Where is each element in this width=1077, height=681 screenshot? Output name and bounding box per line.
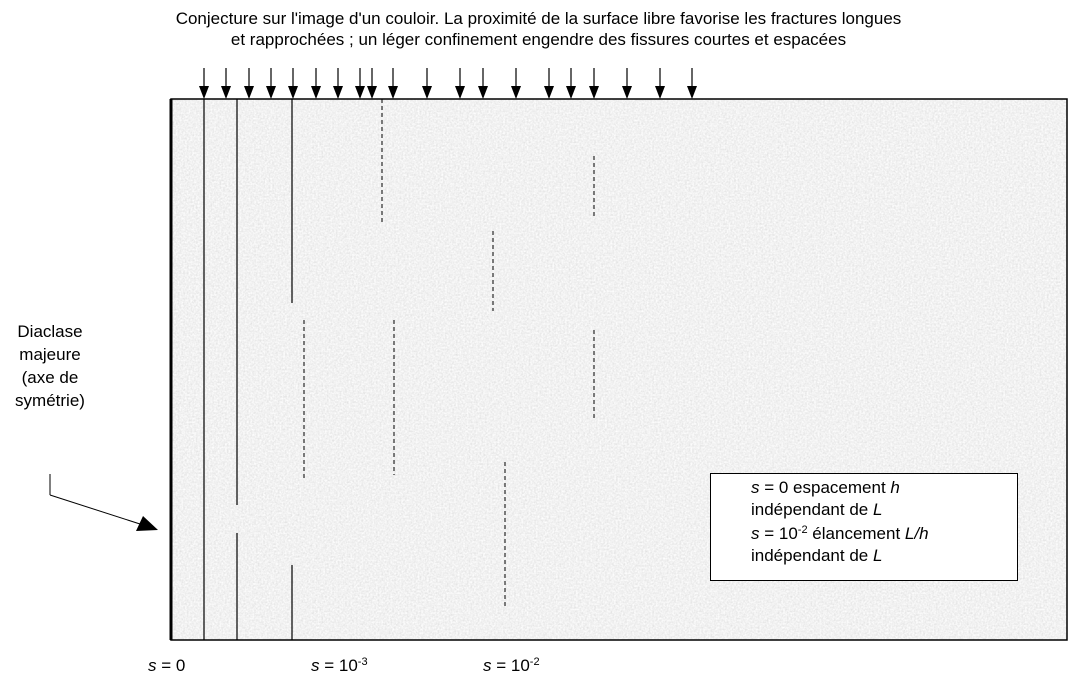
major-joint-label-line: (axe de bbox=[21, 368, 79, 387]
major-joint-label-line: symétrie) bbox=[15, 391, 85, 410]
legend-row-spacing: s = 0 espacement h bbox=[751, 478, 900, 497]
major-joint-label-line: majeure bbox=[19, 345, 81, 364]
down-arrow-head bbox=[244, 86, 254, 99]
down-arrow-icon bbox=[311, 68, 321, 99]
down-arrow-icon bbox=[422, 68, 432, 99]
down-arrow-head bbox=[478, 86, 488, 99]
down-arrow-icon bbox=[244, 68, 254, 99]
down-arrow-icon bbox=[655, 68, 665, 99]
down-arrow-head bbox=[511, 86, 521, 99]
down-arrow-head bbox=[288, 86, 298, 99]
down-arrow-icon bbox=[355, 68, 365, 99]
down-arrow-icon bbox=[687, 68, 697, 99]
down-arrow-head bbox=[355, 86, 365, 99]
down-arrow-icon bbox=[544, 68, 554, 99]
down-arrow-icon bbox=[367, 68, 377, 99]
down-arrow-head bbox=[311, 86, 321, 99]
down-arrow-head bbox=[455, 86, 465, 99]
down-arrow-icon bbox=[455, 68, 465, 99]
down-arrow-icon bbox=[566, 68, 576, 99]
down-arrow-head bbox=[655, 86, 665, 99]
down-arrow-icon bbox=[511, 68, 521, 99]
down-arrow-head bbox=[388, 86, 398, 99]
legend-box: s = 0 espacement h indépendant de L s = … bbox=[710, 473, 1018, 581]
down-arrow-head bbox=[422, 86, 432, 99]
down-arrow-head bbox=[566, 86, 576, 99]
down-arrow-head bbox=[333, 86, 343, 99]
caption-line-1: Conjecture sur l'image d'un couloir. La … bbox=[175, 9, 902, 28]
down-arrow-icon bbox=[388, 68, 398, 99]
down-arrow-head bbox=[622, 86, 632, 99]
s-label-1e-2: s = 10-2 bbox=[483, 656, 540, 675]
pointer-arrow-icon bbox=[49, 474, 158, 531]
major-joint-label-line: Diaclase bbox=[17, 322, 83, 341]
down-arrow-icon bbox=[622, 68, 632, 99]
down-arrow-head bbox=[221, 86, 231, 99]
load-arrows bbox=[199, 68, 697, 99]
down-arrow-icon bbox=[288, 68, 298, 99]
major-joint-label: Diaclase majeure (axe de symétrie) bbox=[0, 320, 100, 412]
down-arrow-head bbox=[199, 86, 209, 99]
down-arrow-icon bbox=[589, 68, 599, 99]
s-label-zero: s = 0 bbox=[148, 656, 186, 675]
down-arrow-icon bbox=[478, 68, 488, 99]
down-arrow-head bbox=[266, 86, 276, 99]
legend-row-slenderness: s = 10-2 élancement L/h bbox=[751, 524, 929, 543]
down-arrow-icon bbox=[221, 68, 231, 99]
down-arrow-icon bbox=[266, 68, 276, 99]
down-arrow-icon bbox=[199, 68, 209, 99]
s-label-1e-3: s = 10-3 bbox=[311, 656, 368, 675]
down-arrow-head bbox=[367, 86, 377, 99]
legend-row-independent-1: indépendant de L bbox=[751, 500, 883, 519]
down-arrow-icon bbox=[333, 68, 343, 99]
down-arrow-head bbox=[589, 86, 599, 99]
down-arrow-head bbox=[544, 86, 554, 99]
long-fractures bbox=[203, 99, 293, 640]
caption-line-2: et rapprochées ; un léger confinement en… bbox=[230, 30, 847, 49]
down-arrow-head bbox=[687, 86, 697, 99]
legend-row-independent-2: indépendant de L bbox=[751, 546, 883, 565]
short-cracks bbox=[303, 99, 595, 608]
